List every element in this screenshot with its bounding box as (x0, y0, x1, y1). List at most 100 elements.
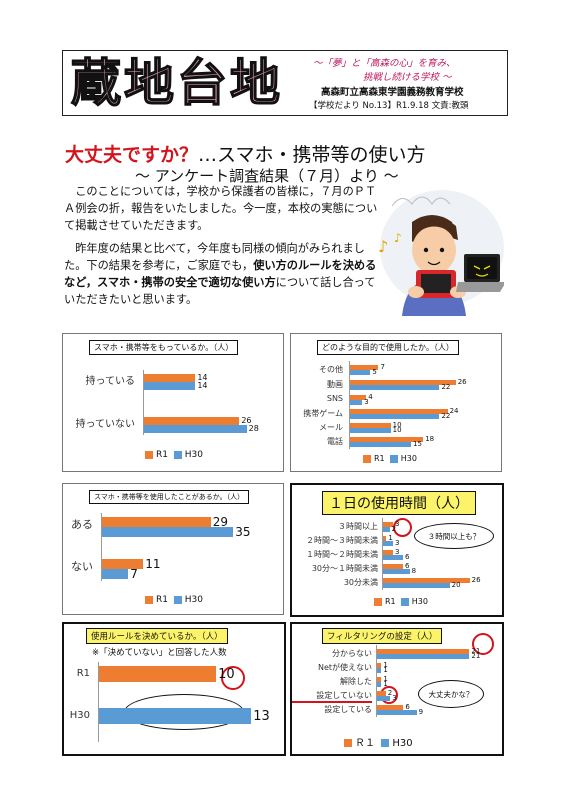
legend-r1: R1 (156, 450, 168, 460)
data-label: 10 (218, 666, 235, 682)
chart6-label-not-set: 設定していない (292, 690, 372, 703)
legend-h30-swatch (400, 597, 409, 606)
data-label: 15 (413, 440, 422, 448)
chart6-label-unknown: 分からない (332, 649, 372, 658)
chart2-label-call: 電話 (327, 437, 343, 446)
bar-r1-3 (383, 564, 403, 569)
bar-r1-4 (383, 578, 470, 583)
chart4-callout: ３時間以上も？ (414, 523, 494, 549)
bar-r1-0 (383, 522, 393, 527)
bar-r1-2 (383, 550, 393, 555)
chart1-label-nothave: 持っていない (75, 419, 136, 430)
bar-h30-2 (383, 555, 403, 560)
data-label: 35 (235, 525, 251, 539)
bar-h30-4 (377, 710, 417, 715)
article-title-rest: …スマホ・携帯等の使い方 (198, 144, 426, 166)
data-label: 4 (368, 393, 373, 401)
legend-h30: H30 (184, 450, 203, 460)
chart5-label-h30: H30 (69, 710, 90, 721)
legend-r1-swatch (145, 595, 153, 604)
bar-h30-3 (350, 414, 440, 419)
chart-own-phone: スマホ・携帯等をもっているか。（人） 持っている 持っていない R1 H30 1… (62, 333, 284, 472)
request-text-c: について話し合っていただきたいと思います。 (64, 276, 376, 306)
chart6-label-removed: 解除した (340, 677, 372, 686)
chart3-legend: R1 H30 (145, 595, 203, 605)
chart6-title: フィルタリングの設定（人） (322, 628, 443, 644)
chart2-title: どのような目的で使用したか。（人） (317, 340, 459, 355)
data-label: 1 (383, 675, 388, 683)
legend-h30-swatch (389, 454, 398, 463)
chart4-title: １日の使用時間（人） (322, 491, 476, 515)
data-label: 13 (253, 708, 270, 724)
data-label: 7 (380, 363, 385, 371)
bar-h30-4 (383, 583, 450, 588)
bar-h30-0 (350, 370, 371, 375)
data-label: 1 (383, 680, 388, 688)
bar-決めていない-1 (99, 708, 252, 724)
legend-h30-swatch (173, 595, 182, 604)
data-label: 10 (392, 421, 402, 429)
bar-h30-3 (377, 696, 391, 701)
school-name: 高森町立高森東学園義務教育学校 (321, 87, 464, 98)
bar-r1-4 (350, 423, 391, 428)
bar-h30-0 (377, 654, 470, 659)
chart4-label-30m: 30分未満 (343, 578, 378, 587)
legend-h30: H30 (411, 597, 428, 606)
data-label: 3 (395, 548, 400, 556)
newsletter-header: 蔵地台地 〜「夢」と「高森の心」を育み、 挑戦し続ける学校 〜 高森町立高森東学… (62, 50, 508, 116)
bar-r1-0 (102, 517, 211, 527)
tagline-line1: 〜「夢」と「高森の心」を育み、 (313, 58, 456, 69)
bar-h30-1 (350, 385, 440, 390)
chart-ever-used: スマホ・携帯等を使用したことがあるか。（人） ある ない R1 H30 29 11… (62, 483, 284, 615)
bar-r1-2 (377, 677, 382, 682)
chart-axis (349, 361, 350, 449)
article-subtitle: 〜 アンケート調査結果（７月）より 〜 (135, 167, 399, 185)
bar-r1-1 (383, 536, 387, 541)
chart1-legend: R1 H30 (145, 450, 203, 460)
bar-r1-4 (377, 705, 404, 710)
data-label: 7 (130, 567, 138, 581)
chart2-label-video: 動画 (327, 380, 343, 389)
bar-h30-5 (350, 442, 411, 447)
newsletter-logo: 蔵地台地 (63, 51, 299, 115)
chart-axis (98, 662, 99, 742)
chart-usage-rules: 使用ルールを決めているか。（人） ※「決めていない」と回答した人数 R1 H30… (62, 622, 286, 756)
chart6-highlight-ring-21 (472, 633, 494, 655)
legend-r1-swatch (344, 739, 352, 747)
legend-r1-swatch (363, 454, 371, 463)
data-label: 14 (197, 373, 208, 382)
bar-h30-0 (144, 382, 196, 390)
chart1-label-have: 持っている (85, 376, 136, 387)
data-label: 3 (395, 520, 400, 528)
data-label: 26 (471, 576, 481, 584)
chart5-highlight-ring (221, 666, 245, 690)
data-label: 9 (418, 708, 424, 716)
legend-r1-swatch (145, 450, 153, 459)
chart-daily-time: １日の使用時間（人） ３時間以上 ２時間〜３時間未満 １時間〜２時間未満 30分… (290, 483, 504, 617)
bar-h30-4 (350, 428, 391, 433)
chart5-note: ※「決めていない」と回答した人数 (92, 648, 227, 658)
logo-text: 蔵地台地 (70, 53, 283, 112)
chart2-label-other: その他 (319, 365, 343, 374)
chart5-title: 使用ルールを決めているか。（人） (86, 628, 228, 644)
data-label: 29 (212, 515, 229, 529)
article-title: 大丈夫ですか？…スマホ・携帯等の使い方 (65, 140, 425, 167)
bar-r1-2 (350, 395, 367, 400)
chart6-label-no-net: Netが使えない (317, 663, 372, 672)
bar-r1-0 (144, 374, 196, 382)
data-label: 24 (449, 407, 459, 415)
bar-h30-1 (383, 541, 393, 546)
data-label: 10 (392, 426, 402, 434)
data-label: 20 (451, 581, 461, 589)
bar-r1-1 (102, 559, 144, 569)
issue-info: 【学校だより No.13】R1.9.18 文責:教頭 (309, 101, 469, 111)
data-label: 22 (441, 412, 451, 420)
bar-r1-1 (144, 417, 240, 425)
chart-axis (382, 518, 383, 590)
data-label: 6 (405, 553, 410, 561)
chart6-label-set: 設定している (324, 705, 372, 714)
legend-h30: H30 (184, 595, 203, 605)
article-title-red: 大丈夫ですか？ (65, 144, 199, 166)
chart-purpose: どのような目的で使用したか。（人） その他 動画 SNS 携帯ゲーム メール 電… (290, 333, 502, 472)
bar-r1-0 (377, 649, 470, 654)
